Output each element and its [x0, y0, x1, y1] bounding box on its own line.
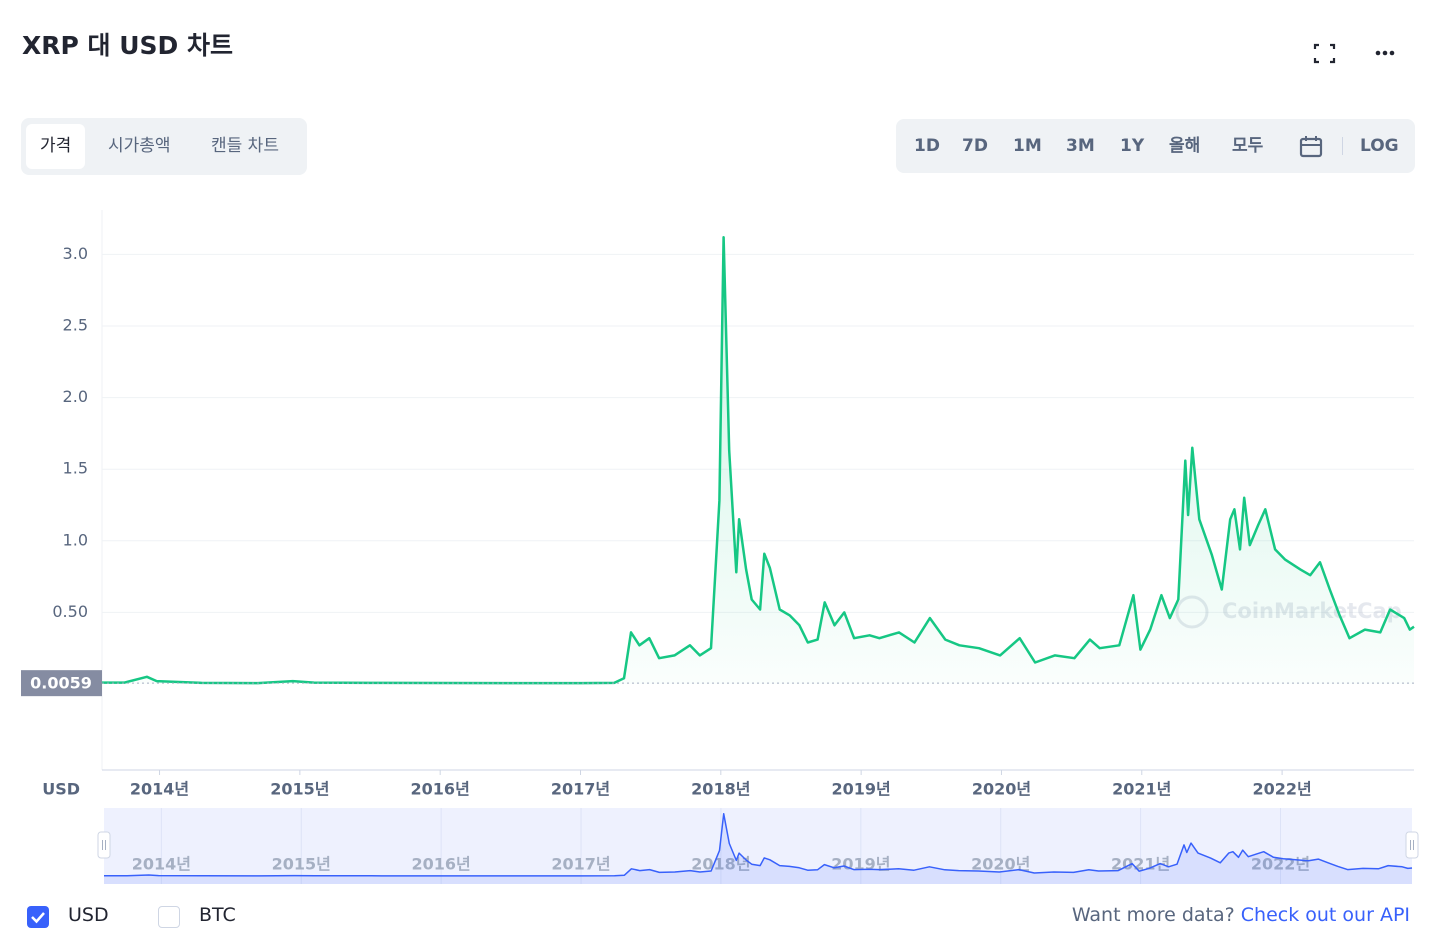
- price-area: [102, 237, 1414, 684]
- footer-prompt: Want more data?: [1071, 904, 1235, 926]
- fullscreen-button[interactable]: [1313, 43, 1336, 64]
- y-tick-label: 1.5: [63, 459, 88, 478]
- range-button[interactable]: 1D: [914, 136, 940, 156]
- calendar-button[interactable]: [1298, 134, 1324, 160]
- range-button[interactable]: 1Y: [1120, 136, 1145, 156]
- x-tick-label: 2018년: [691, 780, 750, 799]
- chart-tab[interactable]: 캔들 차트: [211, 136, 279, 156]
- navigator-line: [104, 813, 1413, 877]
- range-button[interactable]: 올해: [1169, 136, 1201, 156]
- y-tick-label: 0.50: [52, 602, 88, 621]
- chart-tab[interactable]: 시가총액: [108, 136, 171, 156]
- navigator-label: 2016년: [412, 855, 471, 874]
- more-button[interactable]: [1375, 50, 1395, 56]
- navigator-label: 2017년: [551, 855, 610, 874]
- chart-tabs: 가격 시가총액 캔들 차트: [21, 118, 307, 175]
- navigator-bg: [104, 808, 1412, 884]
- check-icon: [31, 912, 45, 924]
- y-tick-label: 1.0: [63, 530, 88, 549]
- x-tick-label: 2020년: [972, 780, 1031, 799]
- navigator-area: [104, 813, 1412, 884]
- page-title: XRP 대 USD 차트: [22, 31, 234, 60]
- crosshair-label-bg: [21, 670, 102, 697]
- divider: [1342, 137, 1343, 155]
- toolbar-icons: [1313, 43, 1395, 64]
- usd-checkbox[interactable]: [27, 906, 49, 928]
- range-toolbar: LOG 1D 7D 1M 3M 1Y 올해 모두: [896, 119, 1415, 173]
- x-tick-label: 2014년: [130, 780, 189, 799]
- navigator-handle: [1405, 831, 1419, 859]
- btc-checkbox[interactable]: [158, 906, 180, 928]
- navigator-label: 2021년: [1111, 855, 1170, 874]
- range-button[interactable]: 모두: [1232, 136, 1264, 156]
- range-button[interactable]: 7D: [962, 136, 988, 156]
- x-tick-label: 2021년: [1112, 780, 1171, 799]
- y-unit: USD: [42, 780, 80, 799]
- navigator-label: 2014년: [132, 855, 191, 874]
- y-tick-label: 2.5: [63, 315, 88, 334]
- range-button[interactable]: 3M: [1066, 136, 1095, 156]
- chart: 0.50 1.0 1.5 2.0 2.5 3.0 USD 2014년 2015년 2016년 201…: [21, 210, 1419, 884]
- navigator-label: 2015년: [272, 855, 331, 874]
- y-tick-label: 2.0: [63, 387, 88, 406]
- range-button[interactable]: 1M: [1013, 136, 1042, 156]
- log-button[interactable]: LOG: [1360, 136, 1399, 156]
- navigator-label: 2020년: [971, 855, 1030, 874]
- x-tick-label: 2022년: [1252, 780, 1311, 799]
- x-tick-label: 2016년: [411, 780, 470, 799]
- footer: Want more data? Check out our API: [1072, 904, 1410, 926]
- legend-entry: USD: [68, 904, 109, 926]
- api-link[interactable]: Check out our API: [1240, 904, 1410, 926]
- chart-tab[interactable]: 가격: [26, 124, 86, 169]
- navigator-handle: [97, 831, 111, 859]
- price-line: [102, 235, 1415, 685]
- legend-entry: BTC: [199, 904, 236, 926]
- x-tick-label: 2017년: [551, 780, 610, 799]
- x-tick-label: 2015년: [270, 780, 329, 799]
- crosshair-label: 0.0059: [30, 674, 92, 693]
- x-tick-label: 2019년: [832, 780, 891, 799]
- y-tick-label: 3.0: [63, 244, 88, 263]
